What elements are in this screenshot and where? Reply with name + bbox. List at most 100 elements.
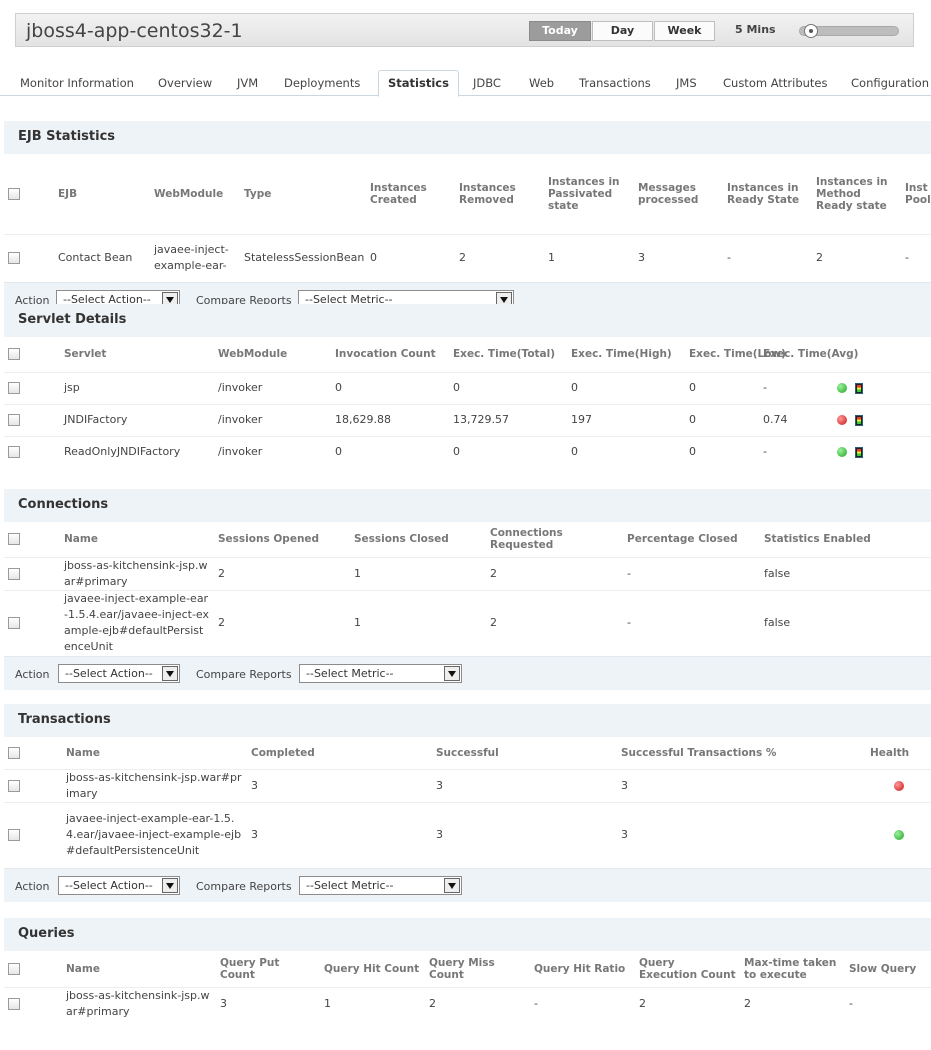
tab-deployments[interactable]: Deployments — [284, 76, 361, 90]
col-header: Exec. Time(Low) — [689, 348, 786, 361]
header-bar: jboss4-app-centos32-1 Today Day Week 5 M… — [15, 13, 914, 47]
table-row[interactable]: jboss-as-kitchensink-jsp.war#primary 2 1… — [4, 556, 931, 590]
row-checkbox[interactable] — [8, 414, 20, 426]
action-select[interactable]: --Select Action-- — [58, 876, 180, 895]
col-header: Max-time taken to execute — [744, 956, 837, 981]
row-checkbox[interactable] — [8, 567, 20, 580]
col-header: Query Hit Count — [324, 962, 420, 975]
select-value: --Select Action-- — [63, 293, 151, 306]
action-select[interactable]: --Select Action-- — [58, 664, 180, 683]
tab-configuration[interactable]: Configuration — [851, 76, 929, 90]
tab-web[interactable]: Web — [529, 76, 555, 90]
ejb-statistics-section: EJB Statistics EJB WebModule Type Instan… — [4, 121, 931, 316]
cell: - — [623, 556, 760, 590]
slider-knob[interactable] — [804, 24, 818, 38]
cell: false — [760, 589, 931, 656]
cell: jsp — [60, 371, 214, 404]
cell: 1 — [350, 589, 486, 656]
chevron-down-icon[interactable] — [444, 666, 460, 681]
tab-custom-attributes[interactable]: Custom Attributes — [723, 76, 828, 90]
row-checkbox[interactable] — [8, 252, 20, 265]
cell: 2 — [635, 986, 740, 1018]
table-row[interactable]: javaee-inject-example-ear-1.5.4.ear/java… — [4, 801, 931, 868]
col-header: Completed — [251, 746, 315, 759]
chevron-down-icon[interactable] — [162, 878, 178, 893]
traffic-light-icon[interactable] — [855, 382, 863, 394]
select-value: --Select Metric-- — [305, 293, 393, 306]
row-checkbox[interactable] — [8, 779, 20, 792]
metric-select[interactable]: --Select Metric-- — [299, 876, 462, 895]
table-row[interactable]: jboss-as-kitchensink-jsp.war#primary 3 1… — [4, 986, 931, 1018]
col-header: Servlet — [64, 348, 107, 361]
cell: - — [763, 445, 767, 459]
table-row[interactable]: Contact Bean javaee-inject-example-ear- … — [4, 233, 931, 282]
tab-statistics[interactable]: Statistics — [378, 70, 459, 97]
col-header: Successful Transactions % — [621, 746, 777, 759]
status-ok-icon — [837, 383, 847, 393]
select-all-checkbox[interactable] — [8, 746, 20, 759]
cell: 0 — [331, 435, 449, 468]
col-header: Successful — [436, 746, 499, 759]
range-week-button[interactable]: Week — [654, 21, 715, 41]
cell: - — [530, 986, 635, 1018]
col-header: Sessions Opened — [218, 533, 320, 546]
table-row[interactable]: JNDIFactory /invoker 18,629.88 13,729.57… — [4, 403, 931, 436]
tab-monitor-information[interactable]: Monitor Information — [20, 76, 134, 90]
status-ok-icon — [837, 447, 847, 458]
table-row[interactable]: javaee-inject-example-ear-1.5.4.ear/java… — [4, 589, 931, 656]
row-checkbox[interactable] — [8, 829, 20, 842]
range-day-button[interactable]: Day — [592, 21, 653, 41]
cell: javaee-inject-example-ear-1.5.4.ear/java… — [60, 589, 214, 656]
interval-slider[interactable] — [799, 24, 899, 38]
col-header: Query Miss Count — [429, 956, 495, 981]
cell: 197 — [567, 403, 685, 436]
traffic-light-icon[interactable] — [855, 414, 863, 426]
section-title: Connections — [4, 489, 931, 522]
cell: StatelessSessionBean — [240, 233, 366, 282]
cell: 13,729.57 — [449, 403, 567, 436]
transactions-section: Transactions Name Completed Successful S… — [4, 704, 931, 902]
col-header: Exec. Time(Avg) — [763, 348, 859, 361]
select-all-checkbox[interactable] — [8, 533, 20, 546]
traffic-light-icon[interactable] — [855, 446, 863, 458]
col-header: Query Hit Ratio — [534, 962, 626, 975]
compare-label: Compare Reports — [196, 668, 292, 681]
col-header: Connections Requested — [490, 527, 563, 552]
col-header: Name — [66, 962, 100, 975]
table-row[interactable]: jsp /invoker 0 0 0 0 - — [4, 371, 931, 404]
cell: 3 — [634, 233, 723, 282]
cell: 0 — [567, 371, 685, 404]
select-all-checkbox[interactable] — [8, 348, 20, 361]
table-row[interactable]: jboss-as-kitchensink-jsp.war#primary 3 3… — [4, 768, 931, 802]
select-value: --Select Action-- — [65, 667, 153, 680]
row-checkbox[interactable] — [8, 446, 20, 459]
select-all-checkbox[interactable] — [8, 187, 20, 200]
action-label: Action — [15, 294, 50, 307]
col-header: Type — [244, 187, 272, 200]
tab-jdbc[interactable]: JDBC — [473, 76, 501, 90]
transactions-table: Name Completed Successful Successful Tra… — [4, 737, 931, 868]
chevron-down-icon[interactable] — [162, 666, 178, 681]
col-header: Statistics Enabled — [764, 533, 871, 546]
row-checkbox[interactable] — [8, 617, 20, 630]
col-header: Messages processed — [638, 181, 699, 206]
tab-jvm[interactable]: JVM — [237, 76, 259, 90]
cell: 2 — [486, 556, 623, 590]
compare-label: Compare Reports — [196, 294, 292, 307]
table-row[interactable]: ReadOnlyJNDIFactory /invoker 0 0 0 0 - — [4, 435, 931, 468]
range-today-button[interactable]: Today — [529, 21, 591, 41]
row-checkbox[interactable] — [8, 382, 20, 394]
row-checkbox[interactable] — [8, 997, 20, 1010]
ejb-table: EJB WebModule Type Instances Created Ins… — [4, 154, 931, 282]
section-title: Servlet Details — [4, 304, 931, 337]
chevron-down-icon[interactable] — [444, 878, 460, 893]
select-value: --Select Metric-- — [306, 667, 394, 680]
tab-overview[interactable]: Overview — [158, 76, 213, 90]
select-all-checkbox[interactable] — [8, 962, 20, 975]
servlet-table: Servlet WebModule Invocation Count Exec.… — [4, 337, 931, 468]
col-header: Exec. Time(High) — [571, 348, 672, 361]
cell: 1 — [350, 556, 486, 590]
tab-transactions[interactable]: Transactions — [579, 76, 651, 90]
metric-select[interactable]: --Select Metric-- — [299, 664, 462, 683]
tab-jms[interactable]: JMS — [676, 76, 697, 90]
